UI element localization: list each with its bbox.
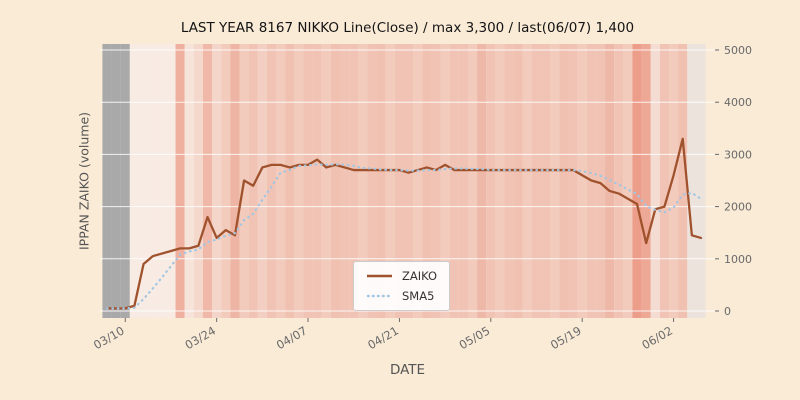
- price-band: [321, 44, 331, 318]
- x-tick-label: 03/10: [91, 323, 127, 352]
- price-band: [129, 44, 139, 318]
- price-band: [221, 44, 231, 318]
- legend-item-sma5: SMA5: [366, 289, 437, 303]
- price-band: [303, 44, 313, 318]
- x-tick-label: 03/24: [182, 323, 218, 352]
- price-band: [175, 44, 185, 318]
- price-band: [467, 44, 478, 318]
- y-tick-label: 5000: [724, 44, 752, 57]
- chart-title: LAST YEAR 8167 NIKKO Line(Close) / max 3…: [180, 20, 635, 36]
- price-band: [431, 44, 441, 318]
- price-band: [111, 44, 121, 318]
- price-band: [559, 44, 569, 318]
- y-tick-label: 0: [724, 305, 731, 318]
- y-tick-label: 2000: [724, 201, 752, 214]
- price-band: [376, 44, 386, 318]
- price-band: [495, 44, 505, 318]
- price-band: [394, 44, 404, 318]
- price-band: [294, 44, 304, 318]
- price-band: [477, 44, 487, 318]
- y-tick-label: 3000: [724, 148, 752, 161]
- price-band: [102, 44, 112, 318]
- price-band: [614, 44, 624, 318]
- price-band: [458, 44, 468, 318]
- zaiko-line-swatch: [367, 274, 392, 278]
- price-band: [148, 44, 158, 318]
- price-band: [212, 44, 222, 318]
- price-band: [138, 44, 149, 318]
- price-band: [312, 44, 322, 318]
- price-band: [687, 44, 697, 318]
- zaiko-line: [105, 137, 703, 310]
- price-band: [632, 44, 642, 318]
- price-band: [449, 44, 459, 318]
- price-band: [358, 44, 368, 318]
- price-band: [696, 44, 706, 318]
- price-band: [678, 44, 688, 318]
- price-band: [120, 44, 130, 318]
- price-band: [541, 44, 551, 318]
- price-band: [184, 44, 194, 318]
- price-band: [641, 44, 651, 318]
- price-band: [157, 44, 167, 318]
- price-band: [285, 44, 295, 318]
- price-band: [257, 44, 267, 318]
- price-band: [595, 44, 606, 318]
- price-band: [230, 44, 240, 318]
- price-band: [330, 44, 341, 318]
- x-tick-label: 05/05: [457, 323, 493, 352]
- price-band: [669, 44, 679, 318]
- x-tick-label: 05/19: [548, 323, 584, 352]
- price-band: [486, 44, 496, 318]
- price-band: [550, 44, 560, 318]
- price-band: [367, 44, 377, 318]
- price-band: [568, 44, 578, 318]
- y-axis-label: IPPAN ZAIKO (volume): [76, 111, 92, 251]
- price-band: [513, 44, 523, 318]
- sma5-line-swatch: [366, 294, 393, 298]
- price-band: [522, 44, 532, 318]
- y-tick-label: 1000: [724, 253, 752, 266]
- sma5-line: [105, 163, 703, 310]
- price-band: [193, 44, 203, 318]
- price-band: [531, 44, 542, 318]
- price-band: [385, 44, 395, 318]
- price-band: [413, 44, 423, 318]
- price-band: [659, 44, 670, 318]
- price-band: [650, 44, 660, 318]
- price-band: [577, 44, 587, 318]
- price-band: [266, 44, 277, 318]
- price-band: [440, 44, 450, 318]
- price-band: [349, 44, 359, 318]
- x-tick-label: 04/07: [274, 323, 310, 352]
- price-band: [202, 44, 213, 318]
- price-band: [404, 44, 414, 318]
- x-tick-label: 04/21: [365, 323, 401, 352]
- y-tick-label: 4000: [724, 96, 752, 109]
- x-axis-label: DATE: [389, 362, 426, 378]
- price-band: [623, 44, 633, 318]
- legend-label-zaiko: ZAIKO: [402, 269, 438, 283]
- price-band: [504, 44, 514, 318]
- price-band: [422, 44, 432, 318]
- price-band: [276, 44, 286, 318]
- price-band: [340, 44, 350, 318]
- price-band: [166, 44, 176, 318]
- legend-item-zaiko: ZAIKO: [366, 269, 437, 283]
- legend: ZAIKO SMA5: [353, 261, 451, 311]
- price-band: [248, 44, 258, 318]
- legend-label-sma5: SMA5: [402, 289, 435, 303]
- x-tick-label: 06/02: [639, 323, 675, 352]
